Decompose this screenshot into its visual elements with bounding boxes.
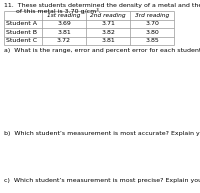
Text: Student B: Student B bbox=[6, 30, 37, 35]
Text: 3.81: 3.81 bbox=[57, 30, 71, 35]
Text: of this metal is 3.70 g/cm³.: of this metal is 3.70 g/cm³. bbox=[4, 8, 101, 14]
Text: 3.81: 3.81 bbox=[101, 38, 115, 43]
Text: 3rd reading: 3rd reading bbox=[135, 13, 169, 18]
Text: c)  Which student’s measurement is most precise? Explain your answer.: c) Which student’s measurement is most p… bbox=[4, 178, 200, 183]
Text: 3.80: 3.80 bbox=[145, 30, 159, 35]
Text: 3.71: 3.71 bbox=[101, 21, 115, 26]
Text: 2nd reading: 2nd reading bbox=[90, 13, 126, 18]
Text: 3.85: 3.85 bbox=[145, 38, 159, 43]
Text: 3.72: 3.72 bbox=[57, 38, 71, 43]
Text: 1st reading: 1st reading bbox=[47, 13, 81, 18]
Text: Student C: Student C bbox=[6, 38, 37, 43]
Text: 3.69: 3.69 bbox=[57, 21, 71, 26]
Text: 3.70: 3.70 bbox=[145, 21, 159, 26]
Text: b)  Which student’s measurement is most accurate? Explain your answer.: b) Which student’s measurement is most a… bbox=[4, 131, 200, 136]
Text: Student A: Student A bbox=[6, 21, 37, 26]
Text: 11.  These students determined the density of a metal and the results were shown: 11. These students determined the densit… bbox=[4, 3, 200, 8]
Text: 3.82: 3.82 bbox=[101, 30, 115, 35]
Text: a)  What is the range, error and percent error for each student?: a) What is the range, error and percent … bbox=[4, 48, 200, 53]
